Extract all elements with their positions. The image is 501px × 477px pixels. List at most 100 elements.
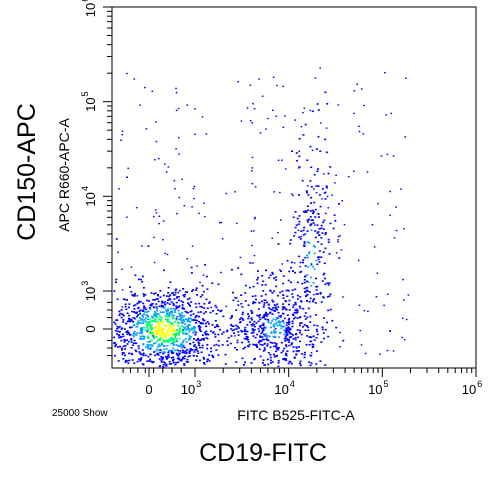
event-dot: [188, 350, 191, 353]
event-dot: [181, 307, 184, 310]
event-dot: [252, 103, 254, 105]
event-dot: [144, 329, 147, 331]
event-dot: [206, 307, 209, 310]
event-dot: [296, 294, 299, 297]
event-dot: [184, 338, 187, 340]
event-dot: [141, 363, 144, 365]
event-dot: [320, 227, 323, 230]
event-dot: [404, 136, 407, 138]
event-dot: [287, 326, 290, 328]
event-dot: [240, 273, 243, 276]
event-dot: [162, 365, 165, 368]
event-dot: [225, 305, 228, 308]
event-dot: [221, 238, 224, 240]
event-dot: [285, 324, 288, 326]
event-dot: [159, 351, 162, 354]
event-dot: [308, 242, 311, 244]
event-dot: [194, 334, 197, 336]
event-dot: [339, 331, 341, 334]
event-dot: [133, 295, 136, 297]
event-dot: [159, 337, 162, 340]
event-dot: [192, 289, 195, 291]
event-dot: [188, 329, 191, 331]
event-dot: [316, 263, 319, 266]
event-dot: [253, 344, 256, 346]
event-dot: [303, 356, 306, 359]
event-dot: [177, 321, 179, 323]
event-dot: [265, 314, 267, 317]
event-dot: [320, 256, 323, 258]
event-dot: [271, 273, 274, 275]
event-dot: [254, 186, 257, 188]
event-dot: [155, 303, 158, 305]
event-dot: [190, 272, 193, 274]
event-dot: [176, 332, 179, 335]
event-dot: [172, 302, 175, 305]
event-dot: [301, 282, 304, 285]
event-dot: [167, 286, 170, 289]
event-dot: [306, 230, 309, 232]
event-dot: [267, 363, 270, 366]
event-dot: [269, 274, 272, 276]
event-dot: [302, 134, 305, 136]
event-dot: [318, 194, 321, 196]
event-dot: [300, 333, 303, 336]
event-dot: [186, 320, 189, 323]
event-dot: [153, 261, 156, 264]
event-dot: [132, 304, 135, 307]
event-dot: [144, 320, 147, 323]
y-tick-label: 105: [80, 91, 98, 111]
event-dot: [144, 346, 147, 348]
event-dot: [142, 287, 145, 289]
event-dot: [270, 322, 272, 324]
event-dot: [380, 155, 383, 157]
event-dot: [134, 274, 137, 277]
event-dot: [113, 342, 116, 345]
event-dot: [193, 329, 196, 332]
event-dot: [136, 332, 139, 334]
event-dot: [287, 289, 290, 292]
event-dot: [153, 333, 156, 336]
event-dot: [262, 362, 264, 364]
event-dot: [150, 328, 153, 331]
event-dot: [290, 343, 293, 346]
event-dot: [136, 322, 139, 325]
event-dot: [284, 329, 287, 332]
event-dot: [364, 352, 367, 355]
event-dot: [146, 299, 149, 302]
event-dot: [309, 364, 312, 367]
event-dot: [171, 338, 174, 340]
event-dot: [222, 315, 225, 318]
event-dot: [241, 318, 244, 320]
event-dot: [182, 332, 185, 335]
event-dot: [226, 344, 229, 346]
event-dot: [283, 333, 286, 336]
event-dot: [143, 326, 146, 329]
event-dot: [146, 325, 149, 327]
event-dot: [224, 363, 227, 365]
event-dot: [262, 306, 265, 308]
event-dot: [160, 304, 163, 307]
event-dot: [116, 298, 119, 301]
event-dot: [147, 335, 150, 338]
event-dot: [180, 325, 183, 327]
event-dot: [292, 270, 294, 272]
event-dot: [210, 347, 212, 350]
event-dot: [253, 358, 256, 361]
event-dot: [168, 328, 170, 330]
event-dot: [141, 275, 144, 278]
event-dot: [173, 314, 176, 317]
event-dot: [146, 330, 149, 333]
event-dot: [298, 137, 301, 140]
event-dot: [296, 298, 299, 300]
event-dot: [389, 214, 391, 217]
event-dot: [147, 345, 150, 348]
event-dot: [195, 339, 198, 341]
event-dot: [267, 321, 270, 324]
event-dot: [271, 237, 273, 239]
event-dot: [269, 341, 272, 344]
event-dot: [278, 315, 281, 317]
event-dot: [366, 171, 369, 173]
event-dot: [244, 326, 247, 329]
event-dot: [389, 330, 392, 332]
